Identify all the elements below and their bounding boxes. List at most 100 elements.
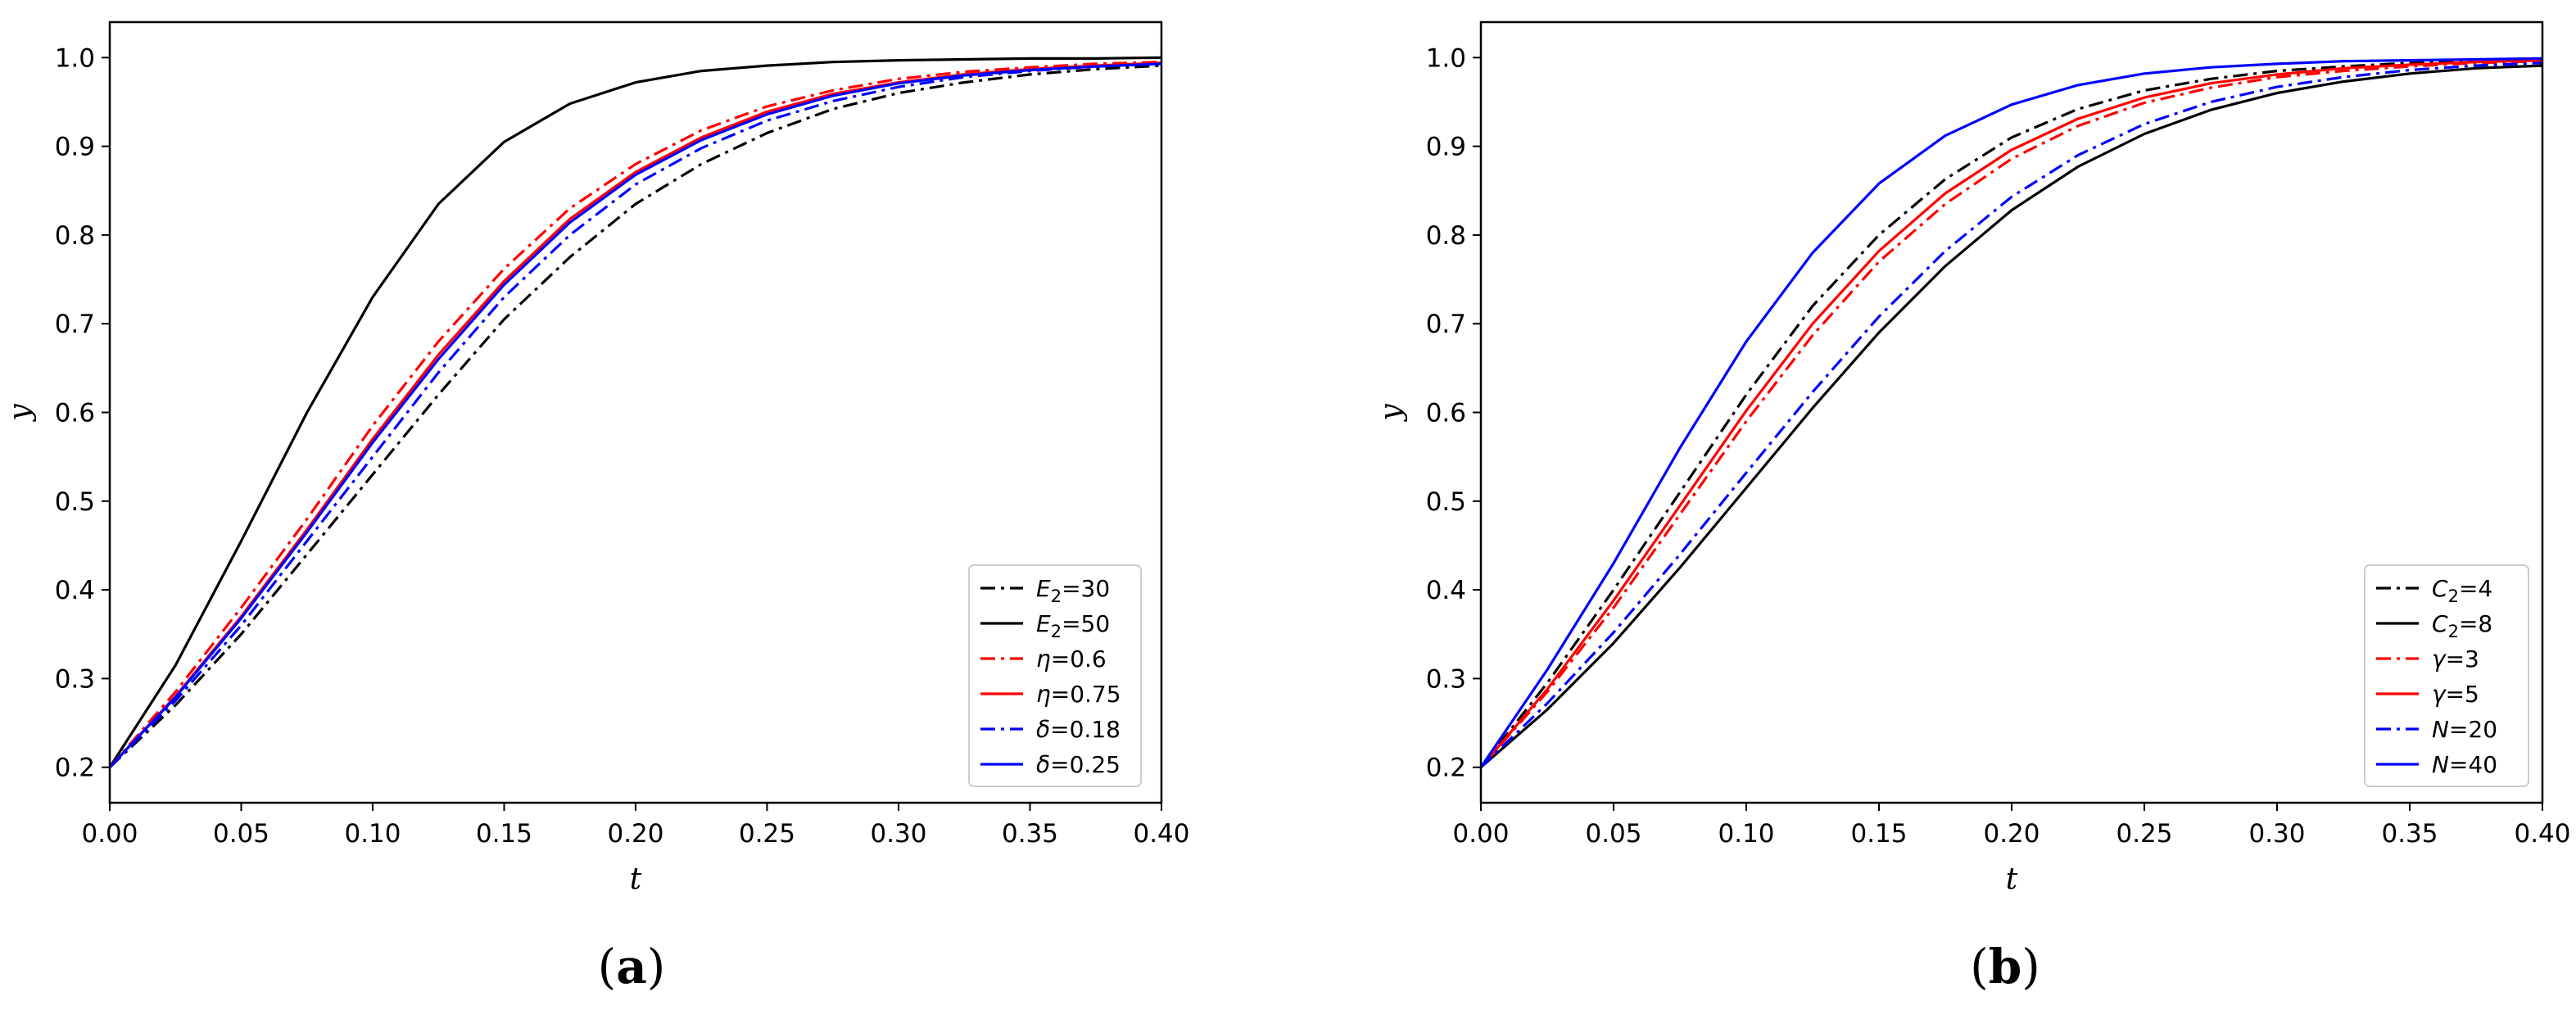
legend-value: =0.6 xyxy=(1051,645,1107,673)
legend-entry-label: γ=5 xyxy=(2432,681,2479,708)
y-axis-label: y xyxy=(3,404,37,423)
legend-entry-label: η=0.75 xyxy=(1036,681,1121,708)
legend-value: =50 xyxy=(1062,610,1110,637)
y-tick-label: 0.9 xyxy=(55,133,95,162)
x-tick-label: 0.05 xyxy=(1585,819,1641,849)
legend-subscript: 2 xyxy=(1051,586,1062,606)
x-tick-label: 0.20 xyxy=(1983,819,2040,849)
series-line-b-0 xyxy=(1479,59,2543,768)
y-tick-label: 0.6 xyxy=(1426,399,1466,428)
x-tick-label: 0.10 xyxy=(344,819,401,849)
y-tick-label: 0.4 xyxy=(55,576,95,605)
y-tick-label: 0.6 xyxy=(55,399,95,428)
x-tick-label: 0.00 xyxy=(81,819,138,849)
legend-subscript: 2 xyxy=(2448,586,2459,606)
legend-entry-label: N=20 xyxy=(2432,716,2497,743)
y-tick-label: 0.3 xyxy=(1426,664,1466,694)
legend-symbol: E xyxy=(1036,575,1051,602)
legend-symbol: η xyxy=(1036,681,1051,708)
y-tick-label: 0.8 xyxy=(55,221,95,251)
x-tick-label: 0.30 xyxy=(2248,819,2305,849)
y-tick-label: 0.5 xyxy=(1426,487,1466,517)
panel-label-paren-open: ( xyxy=(1970,939,1989,994)
legend-value: =8 xyxy=(2459,610,2492,637)
legend-value: =0.25 xyxy=(1050,751,1120,778)
legend-symbol: δ xyxy=(1036,751,1050,778)
legend-symbol: N xyxy=(2432,716,2449,743)
y-tick-label: 0.2 xyxy=(55,754,95,783)
series-line-a-5 xyxy=(108,62,1162,768)
legend-box xyxy=(2364,564,2529,787)
series-line-b-4 xyxy=(1479,61,2543,768)
y-tick-label: 1.0 xyxy=(55,43,95,73)
x-tick-label: 0.15 xyxy=(476,819,532,849)
y-tick-label: 0.2 xyxy=(1426,754,1466,783)
legend: C2=4C2=8γ=3γ=5N=20N=40 xyxy=(2364,564,2529,787)
series-line-a-0 xyxy=(108,64,1162,768)
x-tick-label: 0.40 xyxy=(2514,819,2570,849)
x-tick-label: 0.10 xyxy=(1718,819,1774,849)
legend-box xyxy=(968,564,1142,787)
x-tick-label: 0.00 xyxy=(1452,819,1509,849)
x-tick-label: 0.30 xyxy=(870,819,926,849)
y-tick-label: 1.0 xyxy=(1426,43,1466,73)
y-tick-label: 0.3 xyxy=(55,664,95,694)
series-line-b-5 xyxy=(1479,57,2543,768)
y-tick-label: 0.5 xyxy=(55,487,95,517)
legend-entry-label: δ=0.25 xyxy=(1036,751,1120,778)
series-line-b-1 xyxy=(1479,64,2543,768)
panel-label-paren-close: ) xyxy=(647,939,666,994)
legend-value: =0.18 xyxy=(1050,716,1120,743)
series-line-a-1 xyxy=(108,56,1162,768)
legend-subscript: 2 xyxy=(1051,622,1062,641)
legend-entry-label: N=40 xyxy=(2432,751,2497,778)
chart-panel-a: 0.00 0.05 0.10 0.15 0.20 0.25 0.30 0.35 0.40 0.2 0… xyxy=(3,20,1190,994)
x-tick-label: 0.15 xyxy=(1850,819,1907,849)
x-tick-label: 0.40 xyxy=(1133,819,1189,849)
panel-label: (b) xyxy=(1970,939,2040,994)
legend-subscript: 2 xyxy=(2448,622,2459,641)
legend-value: =4 xyxy=(2459,575,2492,602)
legend-entry-label: δ=0.18 xyxy=(1036,716,1120,743)
x-axis-label: t xyxy=(630,863,642,896)
series-line-b-3 xyxy=(1479,59,2543,768)
x-tick-label: 0.25 xyxy=(2116,819,2172,849)
panel-label-paren-open: ( xyxy=(598,939,617,994)
panel-label-letter: a xyxy=(616,939,647,994)
legend-value: =30 xyxy=(1062,575,1110,602)
y-axis-label: y xyxy=(1374,404,1408,423)
legend-symbol: γ xyxy=(2432,681,2447,708)
legend-symbol: η xyxy=(1036,645,1051,673)
x-tick-label: 0.35 xyxy=(1002,819,1058,849)
panel-label-letter: b xyxy=(1989,939,2022,994)
y-tick-label: 0.4 xyxy=(1426,576,1466,605)
legend-symbol: δ xyxy=(1036,716,1050,743)
chart-panel-b: 0.00 0.05 0.10 0.15 0.20 0.25 0.30 0.35 0.40 0.2 0… xyxy=(1374,20,2571,994)
legend-value: =40 xyxy=(2449,751,2497,778)
legend-value: =5 xyxy=(2446,681,2479,708)
panel-label-paren-close: ) xyxy=(2021,939,2040,994)
panel-label: (a) xyxy=(598,939,666,994)
x-tick-label: 0.05 xyxy=(213,819,269,849)
legend-entry-label: γ=3 xyxy=(2432,645,2479,673)
legend-value: =20 xyxy=(2449,716,2497,743)
legend-value: =3 xyxy=(2446,645,2479,673)
legend-symbol: γ xyxy=(2432,645,2447,673)
legend-value: =0.75 xyxy=(1051,681,1121,708)
legend-entry-label: η=0.6 xyxy=(1036,645,1107,673)
legend-symbol: N xyxy=(2432,751,2449,778)
y-tick-label: 0.8 xyxy=(1426,221,1466,251)
legend-symbol: E xyxy=(1036,610,1051,637)
legend-entry-label: E2=30 xyxy=(1036,575,1110,606)
x-axis-label: t xyxy=(2006,863,2018,896)
x-tick-label: 0.35 xyxy=(2381,819,2438,849)
series-line-b-2 xyxy=(1479,60,2543,768)
x-tick-label: 0.20 xyxy=(607,819,663,849)
series-line-a-2 xyxy=(108,61,1162,768)
legend-entry-label: C2=8 xyxy=(2432,610,2492,641)
legend-entry-label: E2=50 xyxy=(1036,610,1110,641)
legend-symbol: C xyxy=(2432,610,2448,637)
y-tick-label: 0.9 xyxy=(1426,133,1466,162)
